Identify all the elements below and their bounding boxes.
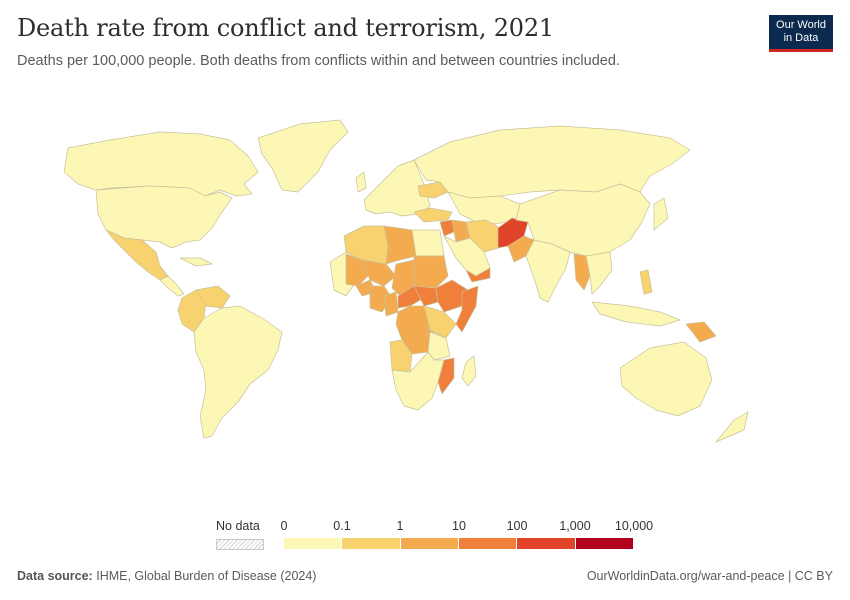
data-source-text: IHME, Global Burden of Disease (2024): [96, 569, 317, 583]
legend-bin-5[interactable]: [575, 538, 634, 549]
legend-tick-5: 1,000: [559, 519, 591, 533]
source-url-link[interactable]: OurWorldinData.org/war-and-peace | CC BY: [586, 569, 833, 583]
logo-line-2: in Data: [783, 31, 819, 44]
region-venezuela[interactable]: [195, 285, 231, 309]
data-source: Data source: IHME, Global Burden of Dise…: [17, 569, 316, 583]
region-russia[interactable]: [413, 125, 691, 199]
region-southeast-asia[interactable]: [585, 251, 613, 295]
legend-tick-6: 10,000: [614, 519, 654, 533]
region-europe[interactable]: [363, 159, 431, 217]
region-egypt[interactable]: [411, 229, 445, 257]
chart-title: Death rate from conflict and terrorism, …: [17, 14, 554, 42]
region-syria[interactable]: [439, 219, 455, 237]
legend-bin-0[interactable]: [284, 538, 343, 549]
region-papua-new-guinea[interactable]: [685, 321, 717, 343]
region-tanzania[interactable]: [427, 331, 451, 361]
region-central-asia[interactable]: [447, 191, 521, 225]
region-australia[interactable]: [619, 341, 713, 417]
region-madagascar[interactable]: [461, 355, 477, 387]
logo-line-1: Our World: [776, 19, 826, 31]
legend-tick-0: 0: [280, 519, 288, 533]
region-mali[interactable]: [345, 253, 371, 287]
region-south-america[interactable]: [193, 305, 283, 439]
region-philippines[interactable]: [639, 269, 653, 295]
region-yemen[interactable]: [465, 267, 491, 283]
legend-no-data-label: No data: [216, 519, 260, 533]
legend-tick-1: 0.1: [333, 519, 351, 533]
legend-tick-2: 1: [396, 519, 404, 533]
region-indonesia[interactable]: [591, 301, 681, 327]
legend-bin-1[interactable]: [342, 538, 401, 549]
region-ukraine[interactable]: [417, 181, 449, 199]
region-niger[interactable]: [361, 259, 397, 287]
data-source-label: Data source:: [17, 569, 93, 583]
legend-bin-3[interactable]: [458, 538, 518, 549]
region-angola[interactable]: [389, 339, 413, 373]
region-central-america[interactable]: [159, 275, 185, 297]
chart-subtitle: Deaths per 100,000 people. Both deaths f…: [17, 53, 620, 69]
region-japan[interactable]: [653, 197, 669, 231]
legend-tick-4: 100: [506, 519, 528, 533]
region-cameroon[interactable]: [383, 291, 399, 317]
region-turkey[interactable]: [413, 207, 453, 223]
legend-bin-4[interactable]: [517, 538, 576, 549]
legend-bin-2[interactable]: [400, 538, 459, 549]
region-new-zealand[interactable]: [715, 411, 749, 443]
legend-color-scale: [284, 538, 634, 549]
legend-no-data-swatch[interactable]: [216, 539, 264, 550]
region-sudan[interactable]: [413, 255, 449, 289]
legend-tick-3: 10: [452, 519, 466, 533]
region-china[interactable]: [515, 183, 651, 257]
region-united-kingdom[interactable]: [355, 171, 367, 193]
region-myanmar[interactable]: [573, 253, 591, 291]
region-greenland[interactable]: [257, 119, 349, 193]
region-somalia[interactable]: [455, 285, 479, 333]
world-map[interactable]: [0, 80, 850, 505]
region-libya[interactable]: [383, 225, 417, 265]
region-southern-africa[interactable]: [391, 351, 445, 411]
region-caribbean[interactable]: [179, 257, 213, 267]
owid-logo[interactable]: Our World in Data: [769, 15, 833, 52]
